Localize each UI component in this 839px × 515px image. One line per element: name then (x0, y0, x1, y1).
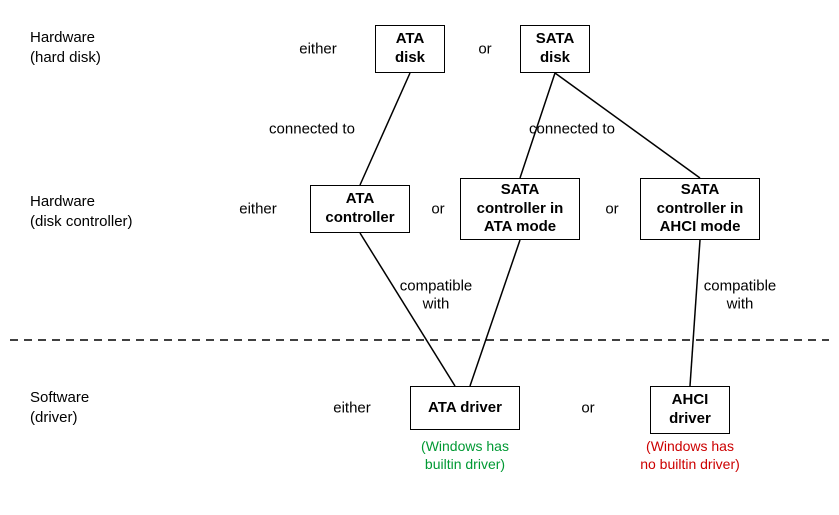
note-builtin-driver: (Windows has builtin driver) (421, 438, 509, 473)
connector-or: or (478, 41, 491, 58)
row-label-text: (hard disk) (30, 49, 101, 66)
connector-or: or (605, 201, 618, 218)
connector-either: either (239, 201, 277, 218)
edge (690, 240, 700, 386)
edge (470, 240, 520, 386)
node-text: driver (669, 410, 711, 427)
connector-or: or (431, 201, 444, 218)
row-label-hardware-controller: Hardware (disk controller) (30, 192, 133, 231)
node-sata-disk: SATA disk (520, 25, 590, 73)
node-text: ATA mode (484, 218, 556, 235)
node-sata-controller-ahci-mode: SATA controller in AHCI mode (640, 178, 760, 240)
node-sata-controller-ata-mode: SATA controller in ATA mode (460, 178, 580, 240)
edge-label-compatible-with: compatible (704, 278, 777, 295)
row-label-text: (driver) (30, 409, 78, 426)
edge-label-compatible-with: with (423, 296, 450, 313)
note-no-builtin-driver: (Windows has no builtin driver) (640, 438, 740, 473)
edge (360, 73, 410, 185)
node-text: disk (540, 49, 570, 66)
node-text: controller in (477, 200, 564, 217)
note-text: no builtin driver) (640, 456, 740, 472)
node-text: controller (325, 209, 394, 226)
node-text: AHCI mode (660, 218, 741, 235)
note-text: (Windows has (421, 438, 509, 454)
node-ata-driver: ATA driver (410, 386, 520, 430)
row-label-text: (disk controller) (30, 213, 133, 230)
node-text: controller in (657, 200, 744, 217)
node-ata-controller: ATA controller (310, 185, 410, 233)
edge-label-connected-to: connected to (529, 121, 615, 138)
node-text: ATA (396, 30, 425, 47)
node-ata-disk: ATA disk (375, 25, 445, 73)
note-text: (Windows has (646, 438, 734, 454)
node-text: SATA (536, 30, 575, 47)
node-text: SATA (681, 181, 720, 198)
connector-or: or (581, 400, 594, 417)
edge-label-compatible-with: with (727, 296, 754, 313)
diagram-stage: Hardware (hard disk) Hardware (disk cont… (0, 0, 839, 515)
edge-label-compatible-with: compatible (400, 278, 473, 295)
row-label-text: Software (30, 389, 89, 406)
node-text: AHCI (672, 391, 709, 408)
edge-label-connected-to: connected to (269, 121, 355, 138)
connector-either: either (333, 400, 371, 417)
row-label-software-driver: Software (driver) (30, 388, 89, 427)
node-text: disk (395, 49, 425, 66)
node-text: ATA (346, 190, 375, 207)
row-label-text: Hardware (30, 193, 95, 210)
node-ahci-driver: AHCI driver (650, 386, 730, 434)
row-label-text: Hardware (30, 29, 95, 46)
note-text: builtin driver) (425, 456, 505, 472)
node-text: ATA driver (428, 399, 502, 418)
node-text: SATA (501, 181, 540, 198)
row-label-hardware-disk: Hardware (hard disk) (30, 28, 101, 67)
connector-either: either (299, 41, 337, 58)
